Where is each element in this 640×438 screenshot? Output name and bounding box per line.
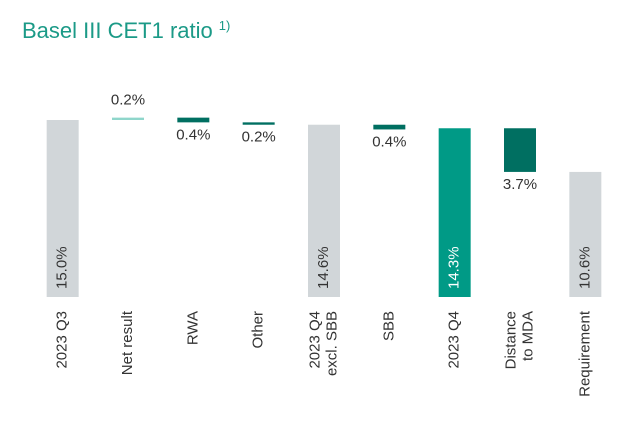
value-label: 14.6%: [315, 246, 332, 289]
value-label: 15.0%: [54, 246, 71, 289]
bar: [46, 120, 79, 297]
x-tick-label-group: Requirement: [576, 310, 593, 397]
x-tick-label: Distance: [502, 311, 519, 369]
x-tick-label: Net result: [119, 310, 136, 375]
bar: [308, 124, 340, 297]
value-label: 0.2%: [111, 92, 145, 109]
bar: [438, 128, 471, 297]
value-label: 14.3%: [446, 246, 463, 289]
x-tick-label: excl. SBB: [323, 311, 340, 376]
x-tick-label-group: 2023 Q4: [446, 311, 463, 369]
x-tick-label: Other: [250, 311, 267, 349]
title-footnote: 1): [219, 18, 231, 33]
x-tick-label: to MDA: [519, 311, 536, 361]
x-tick-label: Requirement: [576, 310, 593, 397]
bar: [569, 171, 602, 297]
bar: [112, 117, 144, 120]
x-tick-label-group: Net result: [119, 310, 136, 375]
x-tick-label: 2023 Q4: [306, 311, 323, 369]
bar: [242, 122, 275, 125]
x-tick-label-group: 2023 Q4 excl. SBB: [306, 311, 340, 376]
bar: [177, 117, 210, 123]
x-tick-label: SBB: [380, 311, 397, 341]
value-label: 0.4%: [176, 126, 210, 143]
value-label: 3.7%: [503, 176, 537, 193]
bar: [504, 128, 536, 172]
x-tick-label: 2023 Q4: [446, 311, 463, 369]
x-tick-label-group: RWA: [184, 311, 201, 345]
x-tick-label-group: 2023 Q3: [54, 311, 71, 369]
x-tick-label: RWA: [184, 311, 201, 345]
x-tick-label-group: Other: [250, 311, 267, 349]
x-tick-label: 2023 Q3: [54, 311, 71, 369]
value-label: 0.2%: [242, 129, 276, 146]
x-tick-label-group: Distance to MDA: [502, 311, 536, 369]
chart-title: Basel III CET1 ratio: [22, 18, 213, 43]
bar: [373, 124, 406, 130]
value-label: 10.6%: [576, 246, 593, 289]
value-label: 0.4%: [372, 133, 406, 150]
x-tick-label-group: SBB: [380, 311, 397, 341]
